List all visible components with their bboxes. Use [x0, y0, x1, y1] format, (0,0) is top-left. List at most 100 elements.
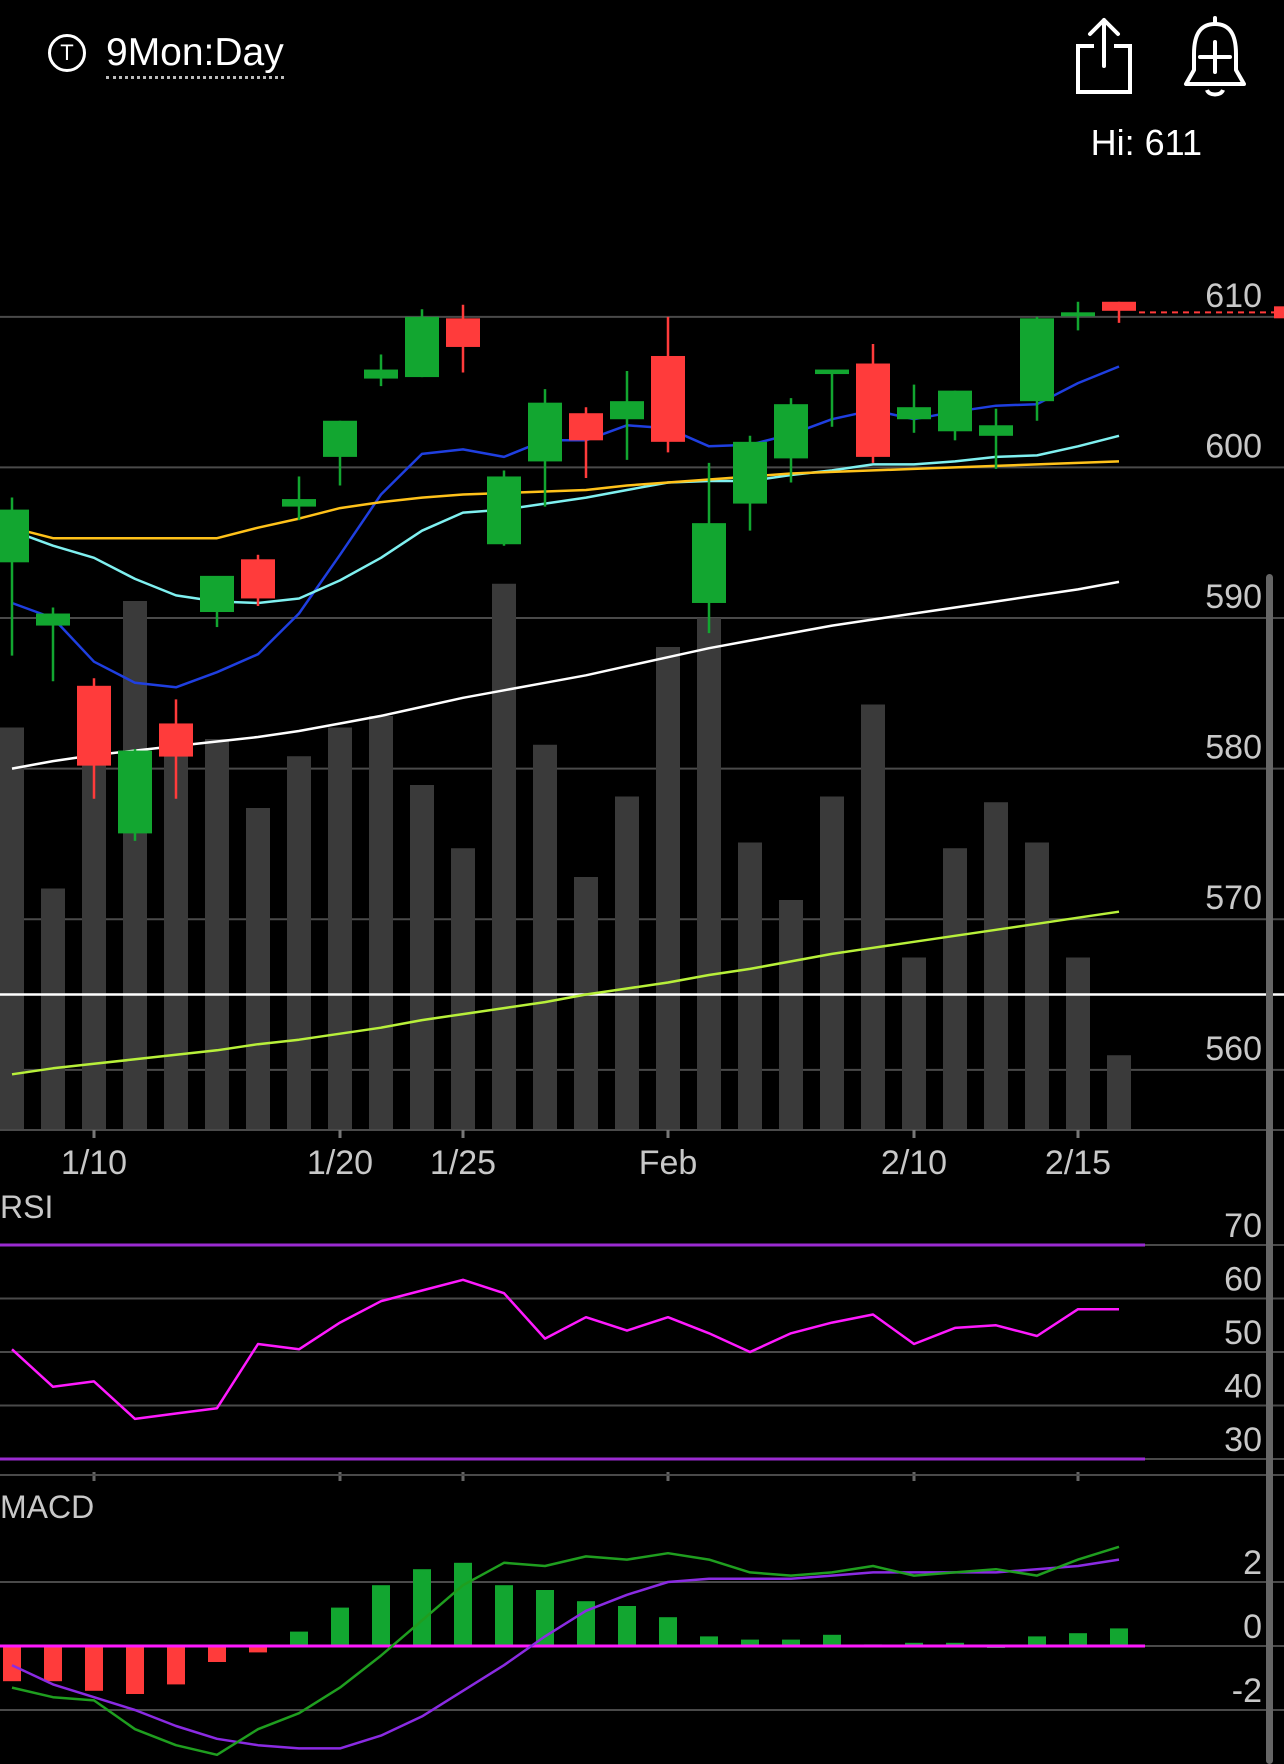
price-tick-label: 600: [1205, 427, 1262, 465]
macd-histogram-bar-positive: [741, 1639, 759, 1646]
volume-bar: [123, 601, 147, 1130]
macd-histogram-bar-positive: [905, 1642, 923, 1646]
add-alert-icon[interactable]: [1180, 14, 1250, 98]
candle-up: [200, 575, 234, 613]
x-axis-label: 1/25: [430, 1144, 496, 1182]
macd-histogram-bar-negative: [208, 1646, 226, 1662]
volume-bar: [943, 848, 967, 1130]
volume-bar: [656, 647, 680, 1130]
volume-bar: [1107, 1055, 1131, 1130]
macd-histogram-bar-negative: [249, 1646, 267, 1653]
candle-up: [36, 613, 70, 626]
macd-tick-label: -2: [1232, 1672, 1262, 1710]
rsi-tick-label: 60: [1224, 1261, 1262, 1299]
volume-bar: [738, 842, 762, 1130]
candle-up: [610, 401, 644, 420]
x-axis-label: 2/15: [1045, 1144, 1111, 1182]
volume-bar: [820, 796, 844, 1130]
volume-bar: [902, 957, 926, 1130]
volume-bar: [287, 756, 311, 1130]
moving-average-line: [11, 365, 1120, 689]
macd-histogram-bar-positive: [946, 1642, 964, 1646]
macd-histogram-bar-positive: [1110, 1628, 1128, 1646]
macd-histogram-bar-positive: [659, 1617, 677, 1646]
macd-title: MACD: [0, 1489, 94, 1525]
macd-tick-label: 2: [1243, 1544, 1262, 1582]
candle-down: [159, 723, 193, 757]
volume-bar: [328, 727, 352, 1130]
macd-histogram-bar-positive: [495, 1585, 513, 1646]
candle-up: [118, 750, 152, 834]
session-high-label: Hi: 611: [1090, 122, 1202, 163]
volume-bar: [861, 704, 885, 1130]
price-tick-label: 570: [1205, 879, 1262, 917]
candle-up: [733, 441, 767, 504]
x-axis-label: 1/10: [61, 1144, 127, 1182]
candle-up: [487, 476, 521, 545]
price-tick-label: 590: [1205, 578, 1262, 616]
macd-histogram-bar-positive: [536, 1590, 554, 1646]
macd-histogram-bar-positive: [331, 1607, 349, 1646]
volume-bar: [615, 796, 639, 1130]
volume-bar: [205, 739, 229, 1130]
macd-histogram-bar-positive: [413, 1569, 431, 1646]
macd-signal-line: [11, 1558, 1120, 1750]
candle-up: [774, 404, 808, 459]
candle-down: [856, 363, 890, 457]
macd-histogram-bar-positive: [372, 1585, 390, 1646]
candle-up: [323, 420, 357, 457]
volume-bar: [41, 888, 65, 1130]
symbol-selector[interactable]: 9Mon:Day: [106, 30, 284, 79]
moving-average-line: [11, 910, 1120, 1076]
volume-bar: [410, 785, 434, 1130]
candle-up: [1020, 318, 1054, 402]
share-icon[interactable]: [1072, 16, 1136, 96]
candle-up: [692, 523, 726, 603]
x-axis-label: Feb: [639, 1144, 698, 1182]
macd-tick-label: 0: [1243, 1608, 1262, 1646]
macd-histogram-bar-negative: [167, 1646, 185, 1685]
volume-bar: [1066, 957, 1090, 1130]
volume-bar: [492, 583, 516, 1130]
macd-histogram-bar-positive: [700, 1636, 718, 1646]
vertical-scrollbar[interactable]: [1266, 574, 1273, 1764]
volume-bar: [779, 900, 803, 1130]
rsi-tick-label: 70: [1224, 1207, 1262, 1245]
x-axis-label: 2/10: [881, 1144, 947, 1182]
last-price-marker: [1274, 306, 1284, 319]
rsi-tick-label: 40: [1224, 1368, 1262, 1406]
volume-bar: [369, 716, 393, 1130]
candle-up: [364, 369, 398, 379]
candle-up: [528, 402, 562, 462]
price-tick-label: 610: [1205, 277, 1262, 315]
candle-up: [979, 425, 1013, 436]
volume-bar: [984, 802, 1008, 1130]
rsi-tick-label: 30: [1224, 1421, 1262, 1459]
price-tick-label: 580: [1205, 729, 1262, 767]
macd-histogram-bar-positive: [290, 1631, 308, 1646]
macd-histogram-bar-negative: [85, 1646, 103, 1691]
candle-up: [1061, 312, 1095, 317]
macd-histogram-bar-negative: [126, 1646, 144, 1694]
volume-bar: [451, 848, 475, 1130]
macd-histogram-bar-positive: [782, 1639, 800, 1646]
moving-average-line: [11, 580, 1120, 770]
moving-average-line: [11, 434, 1120, 605]
candle-up: [405, 316, 439, 378]
macd-histogram-bar-positive: [618, 1606, 636, 1646]
candle-down: [569, 413, 603, 441]
candle-up: [282, 499, 316, 507]
chart-header: T 9Mon:Day Hi: 611: [0, 0, 1284, 163]
volume-bar: [1025, 842, 1049, 1130]
candle-up: [0, 509, 29, 563]
rsi-line: [11, 1278, 1119, 1421]
macd-histogram-bar-negative: [3, 1646, 21, 1682]
candle-down: [446, 318, 480, 347]
x-axis-label: 1/20: [307, 1144, 373, 1182]
symbol-type-icon: T: [48, 34, 86, 72]
candle-up: [815, 369, 849, 375]
candle-down: [651, 355, 685, 442]
macd-histogram-bar-negative: [44, 1646, 62, 1682]
rsi-tick-label: 50: [1224, 1314, 1262, 1352]
